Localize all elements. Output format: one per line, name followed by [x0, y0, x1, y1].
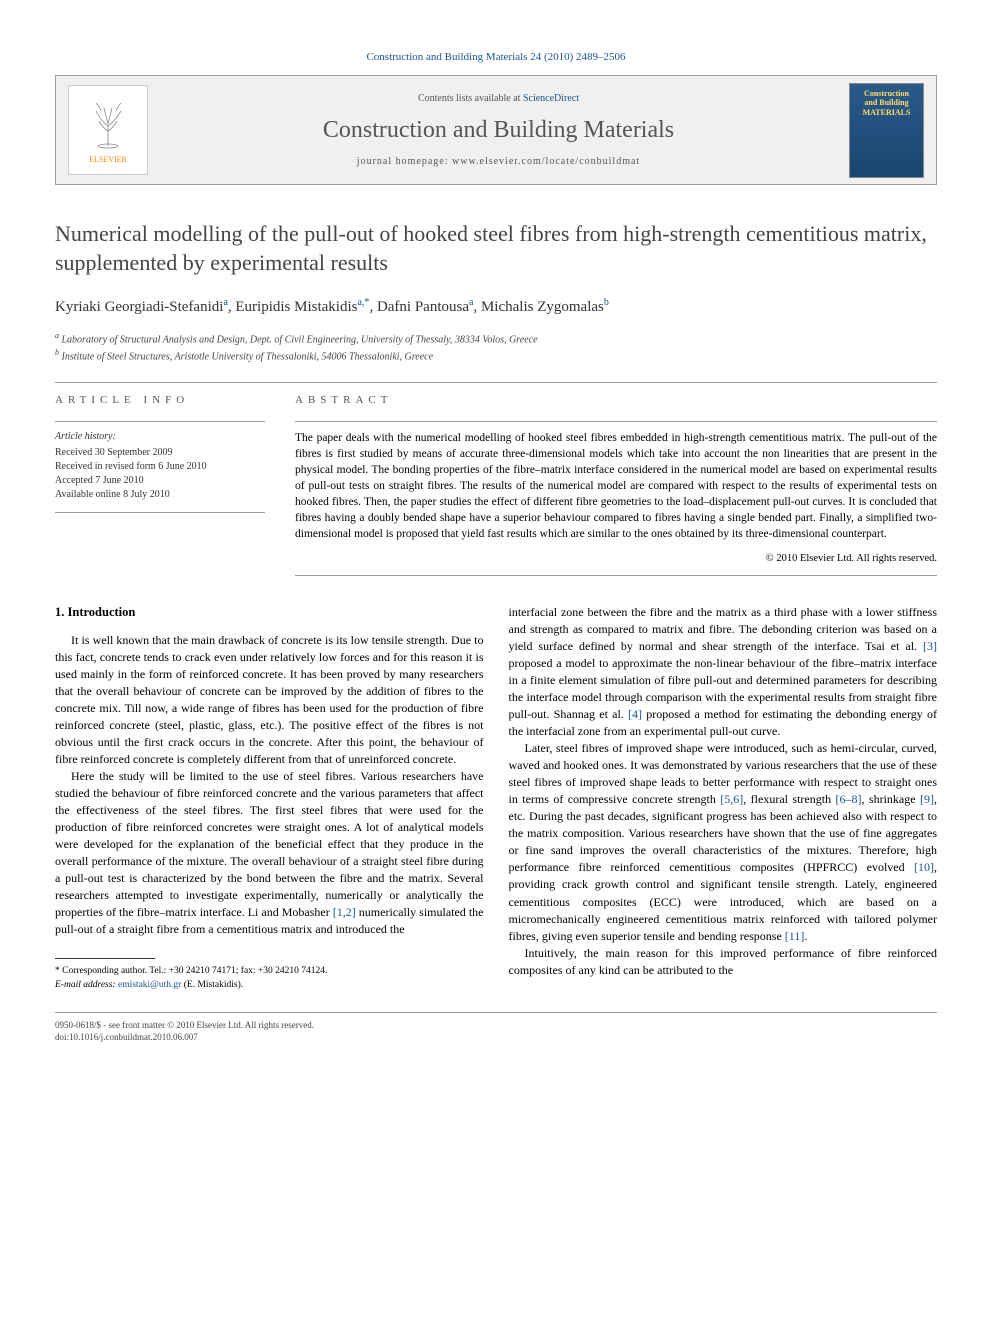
history-online: Available online 8 July 2010 [55, 488, 265, 502]
affiliation-a: Laboratory of Structural Analysis and De… [62, 334, 538, 345]
journal-title: Construction and Building Materials [148, 114, 849, 148]
author[interactable]: Euripidis Mistakidisa,* [235, 299, 369, 315]
history-revised: Received in revised form 6 June 2010 [55, 460, 265, 474]
sciencedirect-link[interactable]: ScienceDirect [523, 93, 579, 104]
abstract-heading: ABSTRACT [295, 393, 937, 408]
body-left-column: 1. Introduction It is well known that th… [55, 604, 484, 992]
abstract-copyright: © 2010 Elsevier Ltd. All rights reserved… [295, 552, 937, 567]
body-paragraph: Later, steel fibres of improved shape we… [509, 740, 938, 944]
author[interactable]: Kyriaki Georgiadi-Stefanidia [55, 299, 228, 315]
affiliation-b: Institute of Steel Structures, Aristotle… [62, 351, 434, 362]
body-paragraph: It is well known that the main drawback … [55, 632, 484, 768]
citation-link[interactable]: [4] [628, 707, 642, 721]
citation-link[interactable]: [1,2] [333, 905, 356, 919]
citation-link[interactable]: [5,6] [720, 792, 743, 806]
contents-available: Contents lists available at ScienceDirec… [148, 92, 849, 106]
author[interactable]: Michalis Zygomalasb [481, 299, 609, 315]
citation-link[interactable]: [6–8] [836, 792, 862, 806]
journal-banner: ELSEVIER Contents lists available at Sci… [55, 75, 937, 185]
history-received: Received 30 September 2009 [55, 446, 265, 460]
journal-ref-link[interactable]: Construction and Building Materials 24 (… [366, 51, 625, 63]
citation-link[interactable]: [10] [914, 860, 934, 874]
journal-cover: Construction and Building MATERIALS [849, 83, 924, 178]
article-info-heading: ARTICLE INFO [55, 393, 265, 408]
history-label: Article history: [55, 430, 265, 444]
authors-line: Kyriaki Georgiadi-Stefanidia, Euripidis … [55, 296, 937, 318]
article-info-block: ARTICLE INFO Article history: Received 3… [55, 393, 265, 576]
email-link[interactable]: emistaki@uth.gr [118, 980, 181, 990]
body-columns: 1. Introduction It is well known that th… [55, 604, 937, 992]
citation-link[interactable]: [11] [785, 929, 805, 943]
section-heading-intro: 1. Introduction [55, 604, 484, 622]
journal-reference: Construction and Building Materials 24 (… [55, 50, 937, 65]
issn-line: 0950-0618/$ - see front matter © 2010 El… [55, 1019, 314, 1032]
publisher-logo[interactable]: ELSEVIER [68, 85, 148, 175]
elsevier-tree-icon [81, 96, 136, 151]
body-paragraph: interfacial zone between the fibre and t… [509, 604, 938, 740]
affiliations: a Laboratory of Structural Analysis and … [55, 330, 937, 365]
footer-meta: 0950-0618/$ - see front matter © 2010 El… [55, 1012, 937, 1044]
citation-link[interactable]: [3] [923, 639, 937, 653]
author[interactable]: Dafni Pantousaa [377, 299, 474, 315]
abstract-block: ABSTRACT The paper deals with the numeri… [295, 393, 937, 576]
citation-link[interactable]: [9] [920, 792, 934, 806]
journal-homepage[interactable]: journal homepage: www.elsevier.com/locat… [148, 155, 849, 169]
footnote-divider [55, 958, 155, 959]
corresponding-author-footnote: * Corresponding author. Tel.: +30 24210 … [55, 965, 484, 992]
history-accepted: Accepted 7 June 2010 [55, 474, 265, 488]
article-title: Numerical modelling of the pull-out of h… [55, 220, 937, 277]
body-paragraph: Here the study will be limited to the us… [55, 768, 484, 938]
divider [55, 382, 937, 383]
body-right-column: interfacial zone between the fibre and t… [509, 604, 938, 992]
body-paragraph: Intuitively, the main reason for this im… [509, 945, 938, 979]
abstract-text: The paper deals with the numerical model… [295, 430, 937, 543]
publisher-label: ELSEVIER [89, 154, 127, 165]
doi-line[interactable]: doi:10.1016/j.conbuildmat.2010.06.007 [55, 1031, 314, 1044]
